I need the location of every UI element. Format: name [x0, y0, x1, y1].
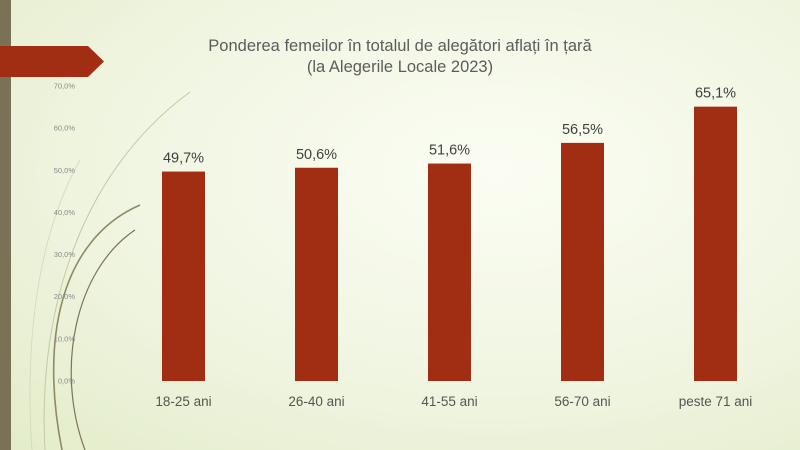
y-tick-label: 20,0%	[54, 292, 76, 301]
bar	[428, 163, 471, 381]
y-tick-label: 10,0%	[54, 334, 76, 343]
x-tick-label: 18-25 ani	[155, 394, 211, 409]
data-label: 51,6%	[429, 143, 470, 159]
data-label: 65,1%	[695, 86, 736, 102]
y-tick-label: 30,0%	[54, 250, 76, 259]
y-tick-label: 70,0%	[54, 82, 76, 91]
y-tick-label: 60,0%	[54, 124, 76, 133]
left-accent-bar	[0, 0, 11, 450]
y-tick-label: 50,0%	[54, 166, 76, 175]
bar	[295, 167, 338, 381]
chart-title: Ponderea femeilor în totalul de alegător…	[208, 37, 592, 55]
data-label: 50,6%	[296, 147, 337, 163]
chart-subtitle: (la Alegerile Locale 2023)	[306, 58, 494, 76]
data-label: 49,7%	[163, 151, 204, 167]
bar	[694, 106, 737, 382]
x-tick-label: 26-40 ani	[288, 394, 344, 409]
chart-title-block: Ponderea femeilor în totalul de alegător…	[90, 36, 710, 78]
bar	[162, 171, 205, 381]
data-label: 56,5%	[562, 122, 603, 138]
title-arrow-tab	[0, 46, 104, 77]
x-tick-label: peste 71 ani	[679, 394, 753, 409]
y-tick-label: 40,0%	[54, 208, 76, 217]
x-tick-label: 41-55 ani	[421, 394, 477, 409]
y-tick-label: 0,0%	[58, 377, 75, 386]
bar	[561, 142, 604, 381]
x-tick-label: 56-70 ani	[554, 394, 610, 409]
